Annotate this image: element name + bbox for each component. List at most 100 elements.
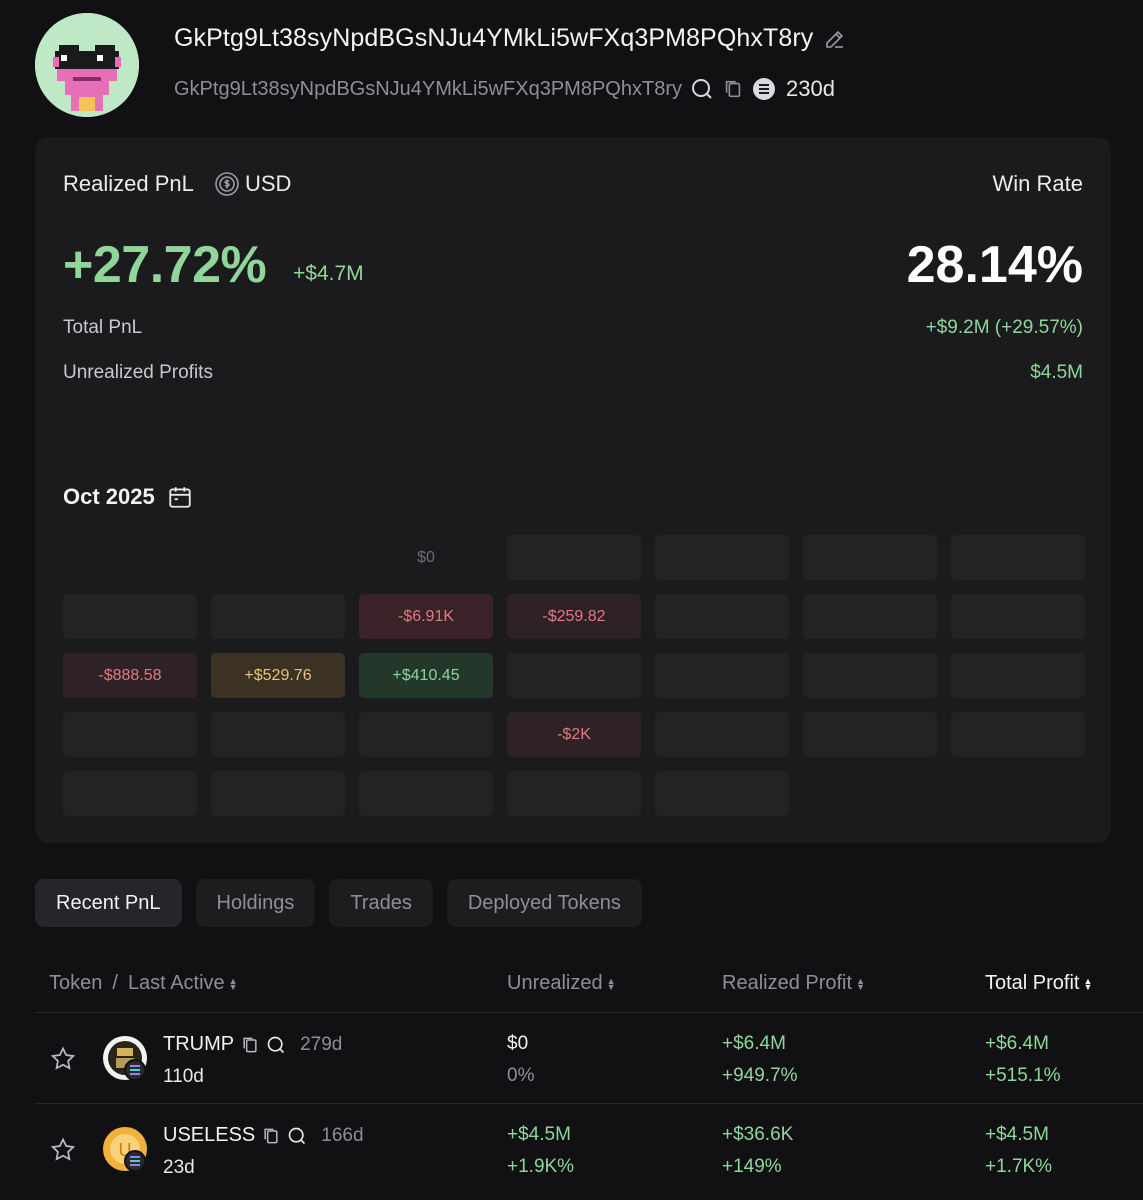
search-icon[interactable] [690, 77, 714, 101]
realized-value: +$6.4M [722, 1033, 786, 1054]
col-token-label: Token [49, 972, 103, 994]
calendar-day-cell[interactable] [655, 771, 789, 816]
calendar-day-cell[interactable] [951, 653, 1085, 698]
wallet-address: GkPtg9Lt38syNpdBGsNJu4YMkLi5wFXq3PM8PQhx… [174, 77, 682, 100]
calendar-day-cell[interactable] [63, 712, 197, 757]
tab-holdings[interactable]: Holdings [195, 879, 316, 927]
calendar-day-cell[interactable] [803, 594, 937, 639]
win-rate-value: 28.14% [906, 236, 1083, 294]
total-value: +$6.4M [985, 1033, 1049, 1054]
calendar-day-cell[interactable] [951, 712, 1085, 757]
calendar-day-cell[interactable] [803, 535, 937, 580]
col-realized-label: Realized Profit [722, 972, 853, 994]
calendar-day-cell[interactable]: -$6.91K [359, 594, 493, 639]
calendar-day-cell[interactable] [655, 712, 789, 757]
total-percent: +1.7K% [985, 1156, 1053, 1177]
calendar-day-cell[interactable] [803, 712, 937, 757]
star-icon[interactable] [49, 1045, 77, 1078]
calendar-day-cell[interactable] [211, 771, 345, 816]
copy-icon[interactable] [240, 1035, 260, 1055]
calendar-icon[interactable] [167, 484, 193, 510]
calendar-day-cell[interactable]: -$2K [507, 712, 641, 757]
token-name[interactable]: TRUMP [163, 1033, 235, 1055]
currency-label[interactable]: USD [245, 171, 292, 196]
calendar-day-cell[interactable]: -$888.58 [63, 653, 197, 698]
unrealized-profits-value: $4.5M [1030, 362, 1083, 383]
table-divider [35, 1012, 1143, 1013]
token-last-active: 110d [163, 1066, 204, 1087]
tab-trades[interactable]: Trades [329, 879, 433, 927]
calendar-day-cell[interactable]: +$410.45 [359, 653, 493, 698]
solana-chain-icon [124, 1059, 146, 1081]
calendar-month[interactable]: Oct 2025 [63, 484, 193, 510]
calendar-day-cell[interactable] [211, 712, 345, 757]
col-last-active-label: Last Active [127, 972, 225, 994]
col-separator: / [112, 972, 118, 994]
total-percent: +515.1% [985, 1065, 1061, 1086]
realized-percent: +149% [722, 1156, 782, 1177]
col-realized-header[interactable]: Realized Profit ▲ ▼ [722, 972, 865, 995]
col-total-header[interactable]: Total Profit ▲ ▼ [985, 972, 1092, 995]
edit-pencil-icon[interactable] [823, 27, 847, 51]
table-row[interactable]: U USELESS 166d 23d +$4.5M +1.9K% +$36.6K… [35, 1105, 1143, 1195]
calendar-day-cell[interactable] [951, 594, 1085, 639]
calendar-day-cell[interactable] [359, 712, 493, 757]
calendar-day-cell[interactable] [211, 594, 345, 639]
tab-deployed-tokens[interactable]: Deployed Tokens [446, 879, 642, 927]
calendar-day-cell[interactable] [63, 771, 197, 816]
sort-icon[interactable]: ▲ ▼ [856, 975, 865, 992]
calendar-day-cell[interactable] [507, 771, 641, 816]
calendar-day-cell [951, 771, 1085, 816]
col-token-header[interactable]: Token / Last Active ▲ ▼ [49, 972, 238, 995]
wallet-name: GkPtg9Lt38syNpdBGsNJu4YMkLi5wFXq3PM8PQhx… [174, 24, 814, 52]
realized-percent: +949.7% [722, 1065, 798, 1086]
calendar-day-cell[interactable] [63, 594, 197, 639]
calendar-day-cell [63, 535, 197, 580]
solana-chain-icon [124, 1150, 146, 1172]
calendar-day-cell[interactable]: +$529.76 [211, 653, 345, 698]
calendar-month-label: Oct 2025 [63, 484, 155, 509]
currency-toggle-icon[interactable] [214, 171, 240, 197]
total-pnl-value: +$9.2M (+29.57%) [925, 317, 1083, 338]
calendar-day-cell[interactable] [655, 594, 789, 639]
wallet-age: 230d [785, 76, 835, 101]
realized-pnl-label: Realized PnL [63, 171, 194, 196]
table-divider [35, 1103, 1143, 1104]
calendar-day-cell[interactable] [655, 535, 789, 580]
table-row[interactable]: TRUMP 279d 110d $0 0% +$6.4M +949.7% +$6… [35, 1014, 1143, 1104]
token-last-active: 23d [163, 1157, 195, 1178]
search-icon[interactable] [266, 1035, 286, 1055]
calendar-day-cell[interactable] [507, 535, 641, 580]
calendar-day-cell[interactable]: -$259.82 [507, 594, 641, 639]
calendar-day-cell[interactable] [655, 653, 789, 698]
calendar-day-cell[interactable] [803, 653, 937, 698]
tab-recent-pnl[interactable]: Recent PnL [35, 879, 182, 927]
unrealized-value: +$4.5M [507, 1124, 571, 1145]
sort-icon[interactable]: ▲ ▼ [228, 975, 238, 992]
sort-icon[interactable]: ▲ ▼ [606, 975, 616, 992]
calendar-day-cell[interactable] [951, 535, 1085, 580]
calendar-day-cell[interactable]: $0 [417, 548, 435, 566]
win-rate-label: Win Rate [992, 171, 1083, 196]
search-icon[interactable] [287, 1126, 307, 1146]
calendar-day-cell[interactable] [507, 653, 641, 698]
col-total-label: Total Profit [985, 972, 1080, 994]
col-unrealized-header[interactable]: Unrealized ▲ ▼ [507, 972, 616, 995]
token-name-group: TRUMP 279d [163, 1033, 342, 1056]
token-name[interactable]: USELESS [163, 1124, 256, 1146]
total-value: +$4.5M [985, 1124, 1049, 1145]
unrealized-value: $0 [507, 1033, 529, 1054]
total-pnl-label: Total PnL [63, 317, 143, 338]
unrealized-percent: 0% [507, 1065, 535, 1086]
unrealized-percent: +1.9K% [507, 1156, 575, 1177]
realized-pnl-usd: +$4.7M [293, 262, 364, 285]
star-icon[interactable] [49, 1136, 77, 1169]
unrealized-profits-label: Unrealized Profits [63, 362, 213, 383]
calendar-day-cell[interactable] [359, 771, 493, 816]
token-age: 166d [321, 1124, 364, 1146]
col-unrealized-label: Unrealized [507, 972, 603, 994]
copy-icon[interactable] [261, 1126, 281, 1146]
sort-icon[interactable]: ▲ ▼ [1083, 975, 1093, 992]
token-age: 279d [300, 1033, 343, 1055]
copy-icon[interactable] [722, 78, 744, 100]
